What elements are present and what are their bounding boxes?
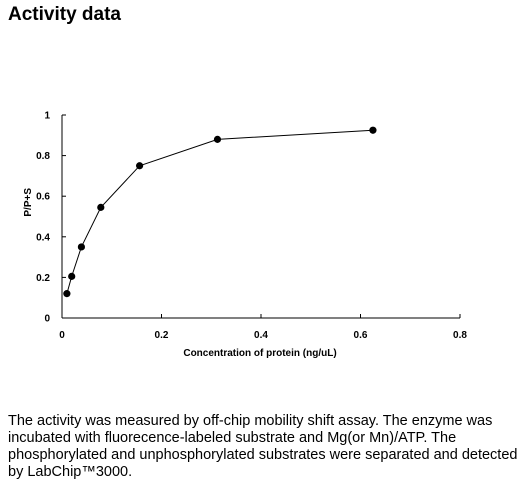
y-tick-label: 0.6 — [36, 192, 50, 203]
x-tick-label: 0 — [59, 330, 65, 341]
x-axis-label: Concentration of protein (ng/uL) — [183, 348, 336, 359]
x-tick-label: 0.2 — [155, 330, 169, 341]
chart-ticks: 0 0.2 0.4 0.6 0.8 1 0 0.2 0.4 0.6 0.8 — [36, 111, 467, 342]
data-point — [136, 162, 144, 170]
data-point — [77, 243, 86, 251]
data-point — [97, 203, 105, 211]
chart-axes — [61, 115, 460, 319]
activity-chart: 0 0.2 0.4 0.6 0.8 1 0 0.2 0.4 0.6 0.8 Concentratio… — [23, 111, 467, 360]
x-tick-label: 0.6 — [354, 330, 368, 341]
y-tick-label: 0.4 — [36, 232, 50, 243]
data-point — [68, 272, 76, 280]
data-point — [213, 135, 222, 143]
y-axis-label: P/P+S — [23, 188, 34, 217]
data-point — [369, 126, 377, 134]
x-tick-label: 0.8 — [453, 330, 467, 341]
series-line — [66, 129, 373, 294]
y-tick-label: 0 — [44, 314, 50, 325]
page-title: Activity data — [8, 4, 121, 25]
y-tick-label: 0.8 — [36, 151, 50, 162]
chart-series — [63, 126, 377, 298]
data-point — [63, 290, 71, 298]
y-tick-label: 1 — [44, 111, 50, 122]
y-tick-label: 0.2 — [36, 273, 50, 284]
description-text: The activity was measured by off-chip mo… — [8, 413, 518, 480]
x-tick-label: 0.4 — [254, 330, 268, 341]
